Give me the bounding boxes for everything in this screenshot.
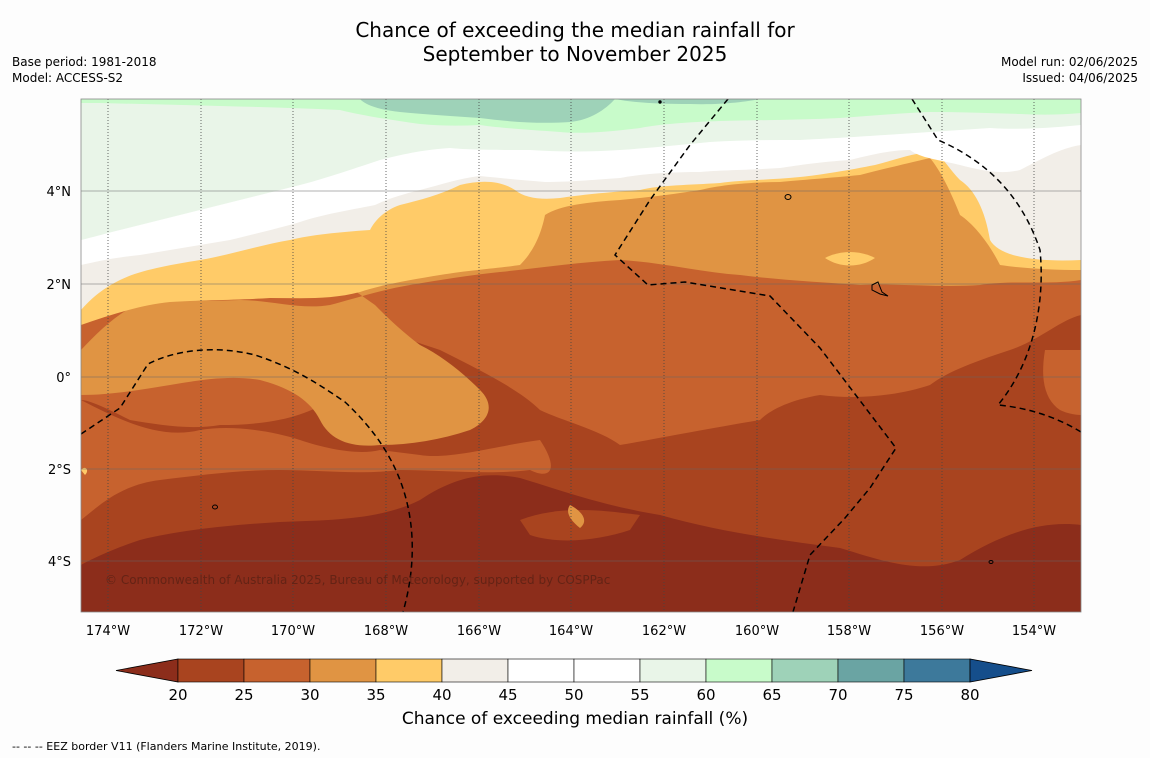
colorbar-label: 80 xyxy=(960,686,979,704)
lon-tick-label: 160°W xyxy=(735,624,779,639)
colorbar-cell xyxy=(903,658,971,683)
lon-tick-label: 162°W xyxy=(642,624,686,639)
eez-footnote: -- -- -- EEZ border V11 (Flanders Marine… xyxy=(12,740,321,753)
rainfall-map: © Commonwealth of Australia 2025, Bureau… xyxy=(47,98,1082,639)
colorbar-cells xyxy=(115,658,1033,683)
legend-title: Chance of exceeding median rainfall (%) xyxy=(401,709,749,729)
colorbar-cell xyxy=(507,658,575,683)
map-title: Chance of exceeding the median rainfall … xyxy=(0,18,1150,66)
lon-tick-label: 170°W xyxy=(271,624,315,639)
eez-border-west xyxy=(81,349,414,612)
colorbar-cell xyxy=(837,658,905,683)
colorbar-label: 60 xyxy=(696,686,715,704)
lon-tick-label: 156°W xyxy=(920,624,964,639)
model-run: Model run: 02/06/2025 xyxy=(1000,55,1138,69)
lon-tick-label: 168°W xyxy=(364,624,408,639)
island-outline xyxy=(212,504,218,510)
title-line-2: September to November 2025 xyxy=(422,42,728,66)
island-outline xyxy=(871,281,889,297)
colorbar-arrow-low xyxy=(115,658,179,683)
colorbar-label: 65 xyxy=(762,686,781,704)
colorbar-labels: 20 25 30 35 40 45 50 55 60 65 70 75 80 xyxy=(168,686,979,704)
island-outline xyxy=(658,100,662,104)
colorbar-label: 35 xyxy=(366,686,385,704)
lon-tick-label: 164°W xyxy=(549,624,593,639)
lon-tick-label: 154°W xyxy=(1012,624,1056,639)
colorbar-label: 20 xyxy=(168,686,187,704)
lon-tick-label: 166°W xyxy=(457,624,501,639)
lon-tick-label: 158°W xyxy=(827,624,871,639)
eez-border-east xyxy=(911,99,1081,433)
colorbar-label: 45 xyxy=(498,686,517,704)
base-period: Base period: 1981-2018 xyxy=(12,55,157,69)
colorbar-cell xyxy=(243,658,311,683)
issued-date: Issued: 04/06/2025 xyxy=(1022,71,1138,85)
meta-right: Model run: 02/06/2025 Issued: 04/06/2025 xyxy=(1001,54,1138,86)
colorbar-label: 50 xyxy=(564,686,583,704)
colorbar-cell xyxy=(573,658,641,683)
colorbar-label: 70 xyxy=(828,686,847,704)
lat-tick-label: 4°S xyxy=(48,555,71,570)
colorbar-label: 30 xyxy=(300,686,319,704)
colorbar-cell xyxy=(441,658,509,683)
colorbar-cell xyxy=(177,658,245,683)
map-field xyxy=(81,99,1081,612)
colorbar-arrow-high xyxy=(969,658,1033,683)
lat-tick-label: 4°N xyxy=(47,185,72,200)
lat-tick-label: 0° xyxy=(56,371,71,386)
lat-tick-label: 2°S xyxy=(48,463,71,478)
lat-tick-labels: 4°N 2°N 0° 2°S 4°S xyxy=(47,185,72,570)
lon-tick-label: 174°W xyxy=(86,624,130,639)
meta-left: Base period: 1981-2018 Model: ACCESS-S2 xyxy=(12,54,157,86)
lon-tick-label: 172°W xyxy=(179,624,223,639)
model-name: Model: ACCESS-S2 xyxy=(12,71,124,85)
lat-tick-label: 2°N xyxy=(47,278,72,293)
eez-borders xyxy=(81,99,1081,612)
copyright-text: © Commonwealth of Australia 2025, Bureau… xyxy=(105,573,610,587)
island-outline xyxy=(988,560,994,564)
colorbar-cell xyxy=(771,658,839,683)
islands xyxy=(212,100,994,564)
colorbar-label: 40 xyxy=(432,686,451,704)
colorbar-label: 25 xyxy=(234,686,253,704)
island-outline xyxy=(784,194,792,200)
colorbar-label: 75 xyxy=(894,686,913,704)
colorbar-cell xyxy=(375,658,443,683)
colorbar-label: 55 xyxy=(630,686,649,704)
lon-tick-labels: 174°W 172°W 170°W 168°W 166°W 164°W 162°… xyxy=(86,624,1056,639)
colorbar-cell xyxy=(639,658,707,683)
lat-grid xyxy=(81,190,1081,562)
colorbar-cell xyxy=(705,658,773,683)
map-frame xyxy=(80,98,1082,613)
title-line-1: Chance of exceeding the median rainfall … xyxy=(355,18,795,42)
colorbar-cell xyxy=(309,658,377,683)
